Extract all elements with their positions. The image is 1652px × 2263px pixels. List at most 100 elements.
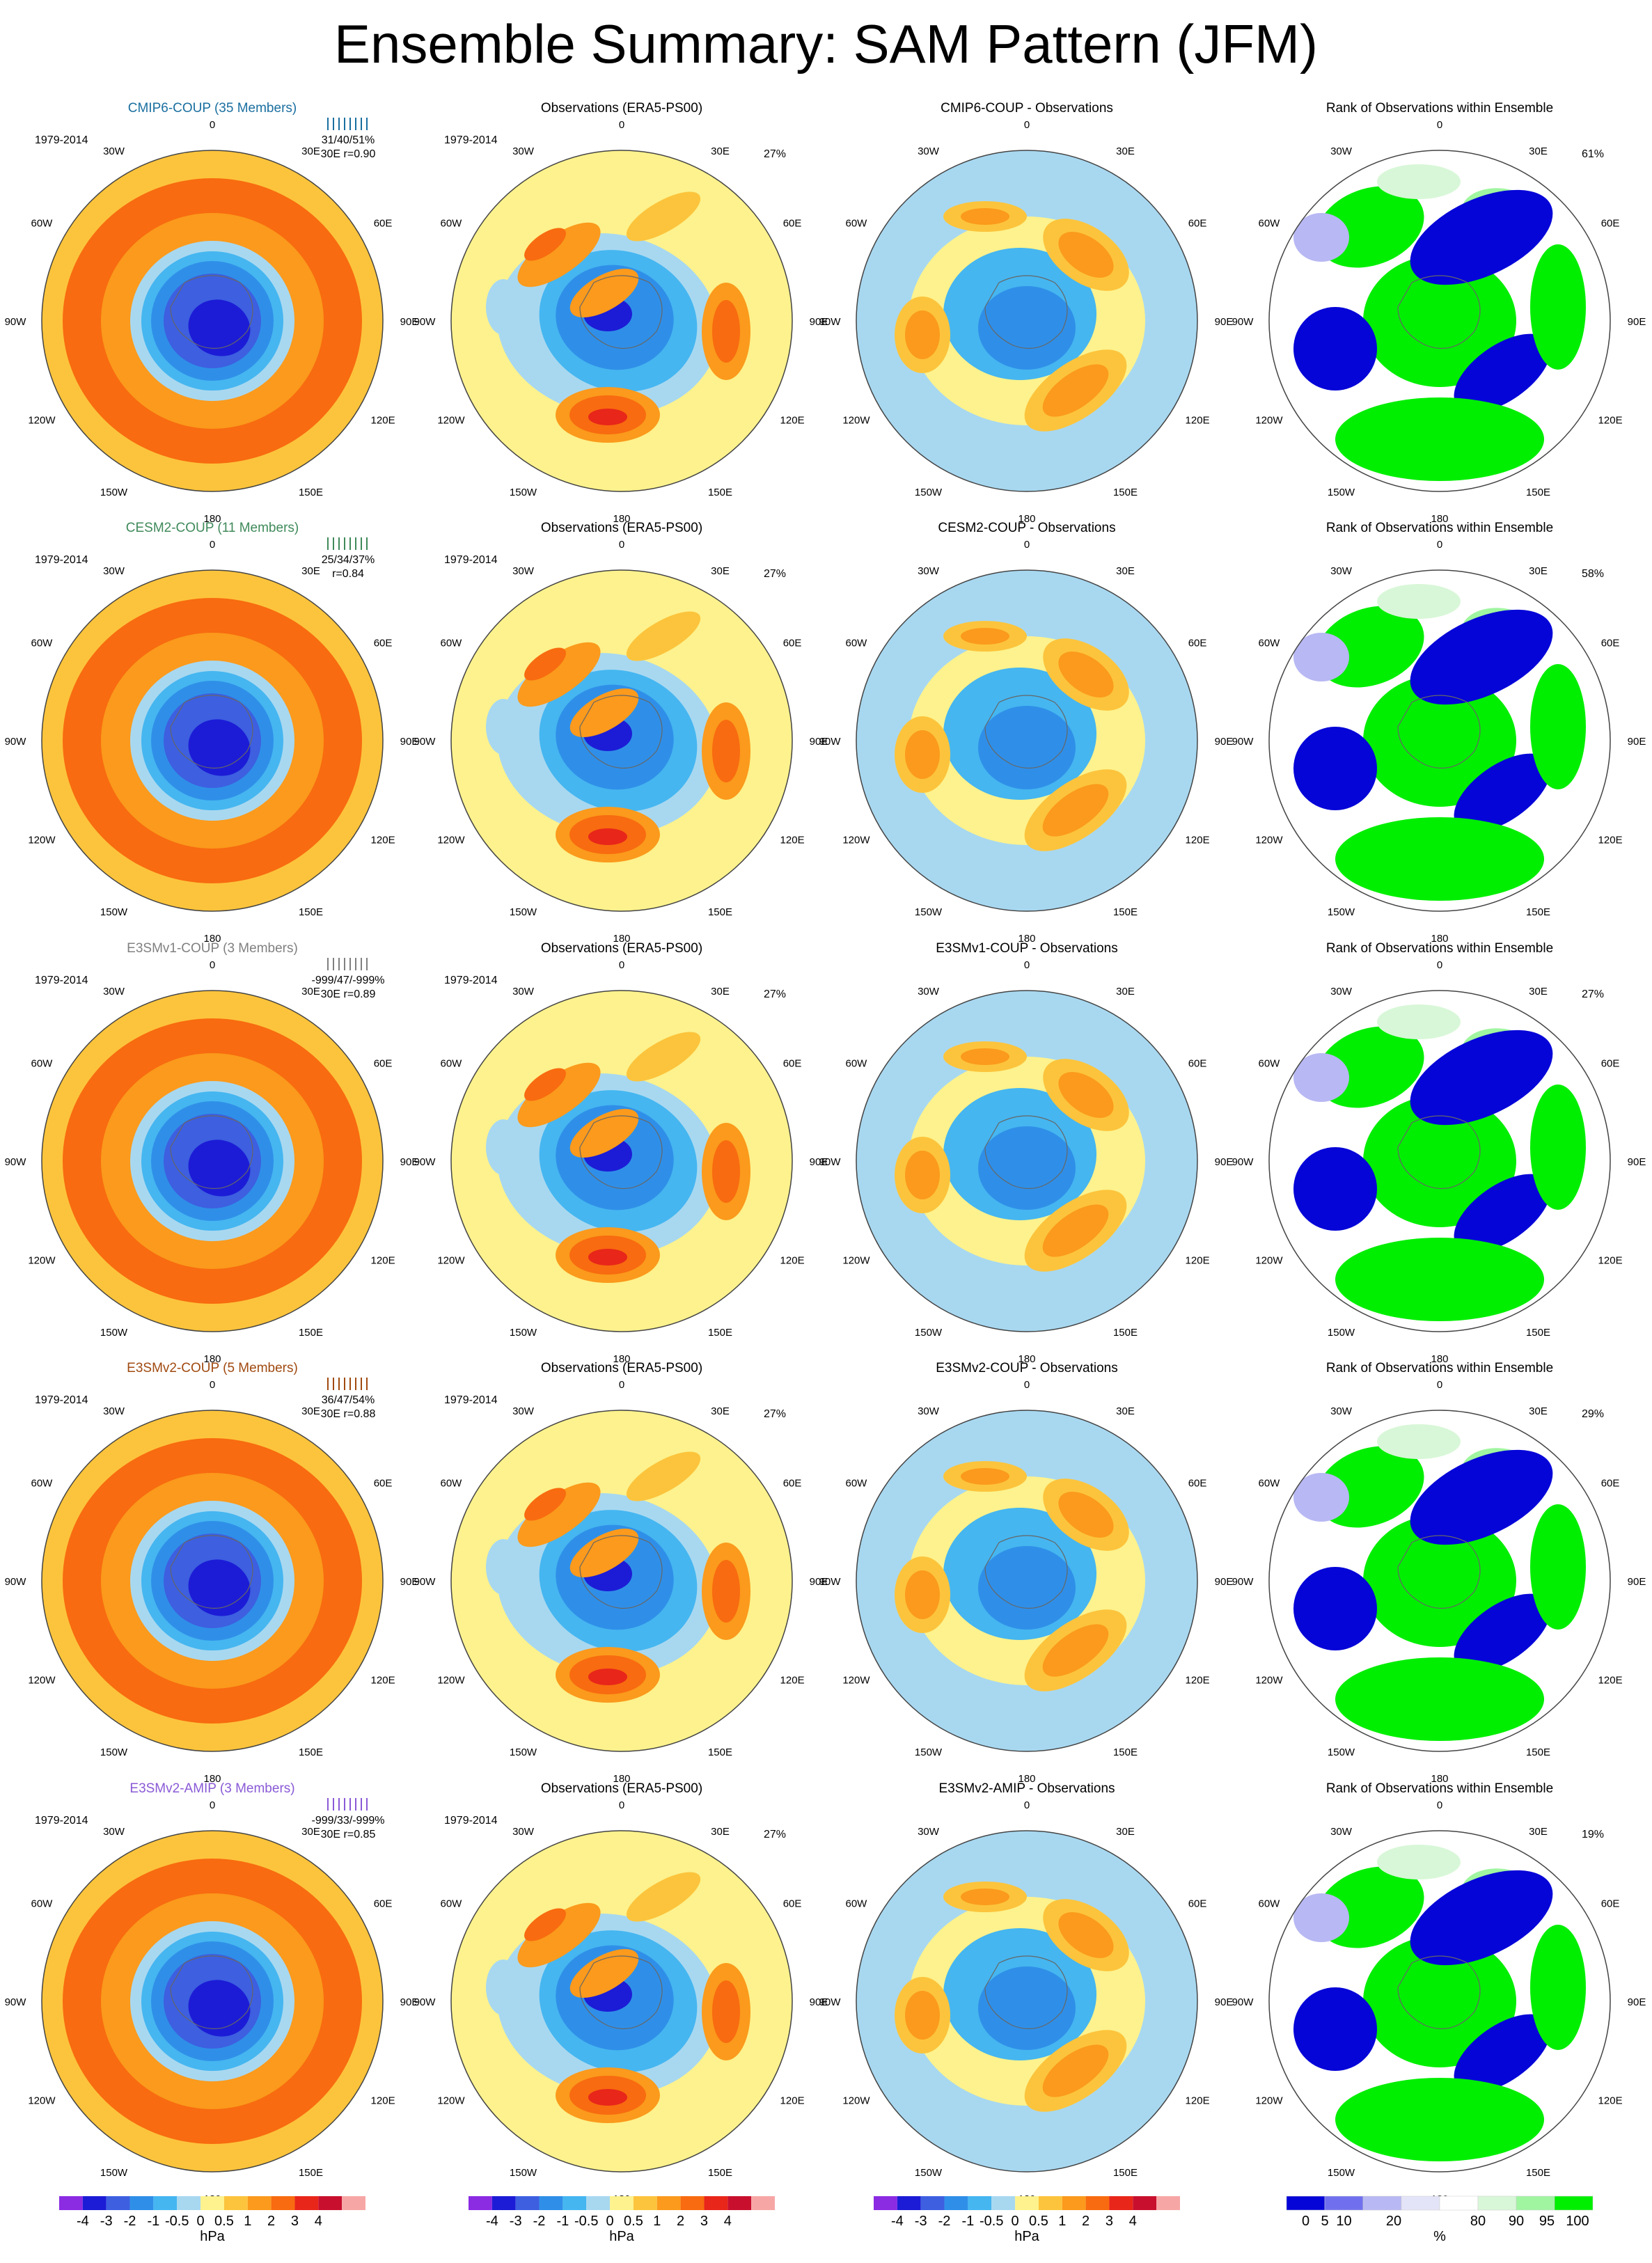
contour-region — [486, 699, 521, 755]
colorbar-swatch — [656, 2196, 681, 2210]
lon-label-90W: 90W — [5, 1996, 27, 2008]
colorbar-swatch — [129, 2196, 154, 2210]
contour-region — [524, 647, 566, 681]
lon-label-90W: 90W — [414, 1996, 436, 2008]
contour-region — [626, 611, 701, 661]
map-border — [1268, 1410, 1611, 1752]
lon-label-60E: 60E — [783, 1058, 802, 1070]
contour-region — [569, 1109, 639, 1158]
lon-label-90E: 90E — [1628, 316, 1646, 328]
contour-region — [1363, 1935, 1516, 2067]
lon-label-90E: 90E — [1628, 1576, 1646, 1588]
lon-label-60E: 60E — [374, 1898, 393, 1910]
member-tick — [361, 958, 362, 970]
lon-label-60E: 60E — [1601, 1058, 1620, 1070]
contour-region — [1377, 584, 1461, 619]
colorbar-tick-label: -0.5 — [165, 2214, 189, 2229]
lon-label-30W: 30W — [512, 145, 535, 157]
colorbar-swatch — [1554, 2195, 1594, 2211]
lon-label-60W: 60W — [31, 1898, 53, 1910]
lon-label-120W: 120W — [28, 415, 56, 427]
contour-region — [978, 286, 1076, 370]
member-tick — [361, 537, 362, 550]
lon-label-30W: 30W — [918, 1405, 940, 1417]
antarctica-outline — [1397, 1115, 1481, 1190]
member-tick — [366, 537, 368, 550]
map-border — [450, 569, 793, 912]
map-border — [856, 1410, 1198, 1752]
member-tick — [327, 1378, 329, 1390]
lon-label-60E: 60E — [374, 218, 393, 230]
lon-label-0: 0 — [619, 539, 624, 551]
lon-label-90E: 90E — [1215, 316, 1234, 328]
colorbar-swatch — [1362, 2195, 1402, 2211]
lon-label-150W: 150W — [100, 1327, 128, 1339]
contour-region — [1410, 609, 1553, 705]
lon-label-150E: 150E — [708, 487, 732, 498]
contour-fills — [1269, 991, 1610, 1332]
lon-label-0: 0 — [1437, 539, 1442, 551]
lon-label-30E: 30E — [1116, 1826, 1135, 1838]
colorbar-swatch — [920, 2196, 945, 2210]
period-label: 1979-2014 — [444, 975, 498, 986]
lon-label-150E: 150E — [1113, 487, 1138, 498]
lon-label-90E: 90E — [810, 1996, 828, 2008]
contour-region — [626, 1451, 701, 1501]
panel-diff-2: 0 30E 60E 90E 120E 150E 180 150W 120W 90W 60W 30W CE… — [819, 521, 1234, 945]
contour-region — [712, 1980, 740, 2043]
contour-region — [1530, 1085, 1586, 1210]
colorbar-3: -4 -3 -2 -1 -0.5 0 0.5 1 2 3 4 hPa — [874, 2196, 1180, 2244]
lon-label-150W: 150W — [510, 487, 537, 498]
contour-region — [1377, 1424, 1461, 1459]
panel-model-5: 030E60E90E120E150E180150W120W90W60W30WE3… — [5, 1781, 419, 2205]
colorbar-swatch — [897, 2196, 921, 2210]
lon-label-90W: 90W — [819, 1996, 842, 2008]
period-label: 1979-2014 — [444, 1815, 498, 1827]
lon-label-0: 0 — [210, 119, 215, 131]
colorbar-tick-label: 3 — [1106, 2214, 1113, 2229]
lon-label-90E: 90E — [400, 1576, 419, 1588]
diff-title: E3SMv2-AMIP - Observations — [938, 1781, 1115, 1796]
contour-region — [588, 1249, 627, 1265]
colorbar-swatch — [1109, 2196, 1133, 2210]
lon-label-90W: 90W — [1232, 1156, 1254, 1168]
map-border — [450, 1830, 793, 2173]
lon-label-30W: 30W — [918, 145, 940, 157]
rank-percent: 19% — [1582, 1829, 1604, 1840]
colorbar-tick-label: 4 — [315, 2214, 322, 2229]
colorbar-tick-label: 2 — [677, 2214, 684, 2229]
lon-label-30W: 30W — [103, 145, 125, 157]
lon-label-60W: 60W — [440, 638, 462, 649]
lon-label-30W: 30W — [1330, 565, 1353, 577]
diff-title: E3SMv2-COUP - Observations — [936, 1361, 1118, 1375]
colorbar-tick-label: 0 — [197, 2214, 205, 2229]
lon-label-0: 0 — [1024, 119, 1030, 131]
lon-label-120W: 120W — [842, 835, 870, 846]
lon-label-180: 180 — [613, 933, 630, 945]
panel-obs-1: 0 30E 60E 90E 120E 150E 180 150W 120W 90W 60W 30W Ob… — [414, 101, 828, 525]
period-label: 1979-2014 — [444, 1394, 498, 1406]
lon-label-150W: 150W — [915, 1327, 943, 1339]
lon-label-0: 0 — [210, 1379, 215, 1391]
colorbar-swatch — [1156, 2196, 1180, 2210]
lon-label-150E: 150E — [1526, 2167, 1550, 2179]
lon-label-120E: 120E — [780, 2095, 805, 2107]
colorbar-2: -4 -3 -2 -1 -0.5 0 0.5 1 2 3 4 hPa — [469, 2196, 775, 2244]
lon-label-120E: 120E — [1186, 835, 1210, 846]
contour-region — [569, 688, 639, 737]
member-tick — [327, 537, 329, 550]
lon-label-30E: 30E — [1116, 1405, 1135, 1417]
lon-label-120E: 120E — [780, 1675, 805, 1687]
lon-label-90E: 90E — [400, 1996, 419, 2008]
lon-label-150W: 150W — [1328, 487, 1355, 498]
lon-label-90E: 90E — [1215, 1576, 1234, 1588]
contour-region — [1410, 189, 1553, 285]
stats-label: -999/33/-999% — [312, 1815, 385, 1827]
panel-rank-2: 0 30E 60E 90E 120E 150E 180 150W 120W 90W 60W 30W Ra… — [1232, 521, 1646, 945]
colorbar-swatch — [318, 2196, 343, 2210]
model-title: CESM2-COUP (11 Members) — [126, 521, 299, 535]
lon-label-60E: 60E — [783, 638, 802, 649]
contour-fills — [1269, 150, 1610, 491]
antarctica-outline — [170, 1955, 253, 2030]
antarctica-outline — [170, 1535, 253, 1609]
